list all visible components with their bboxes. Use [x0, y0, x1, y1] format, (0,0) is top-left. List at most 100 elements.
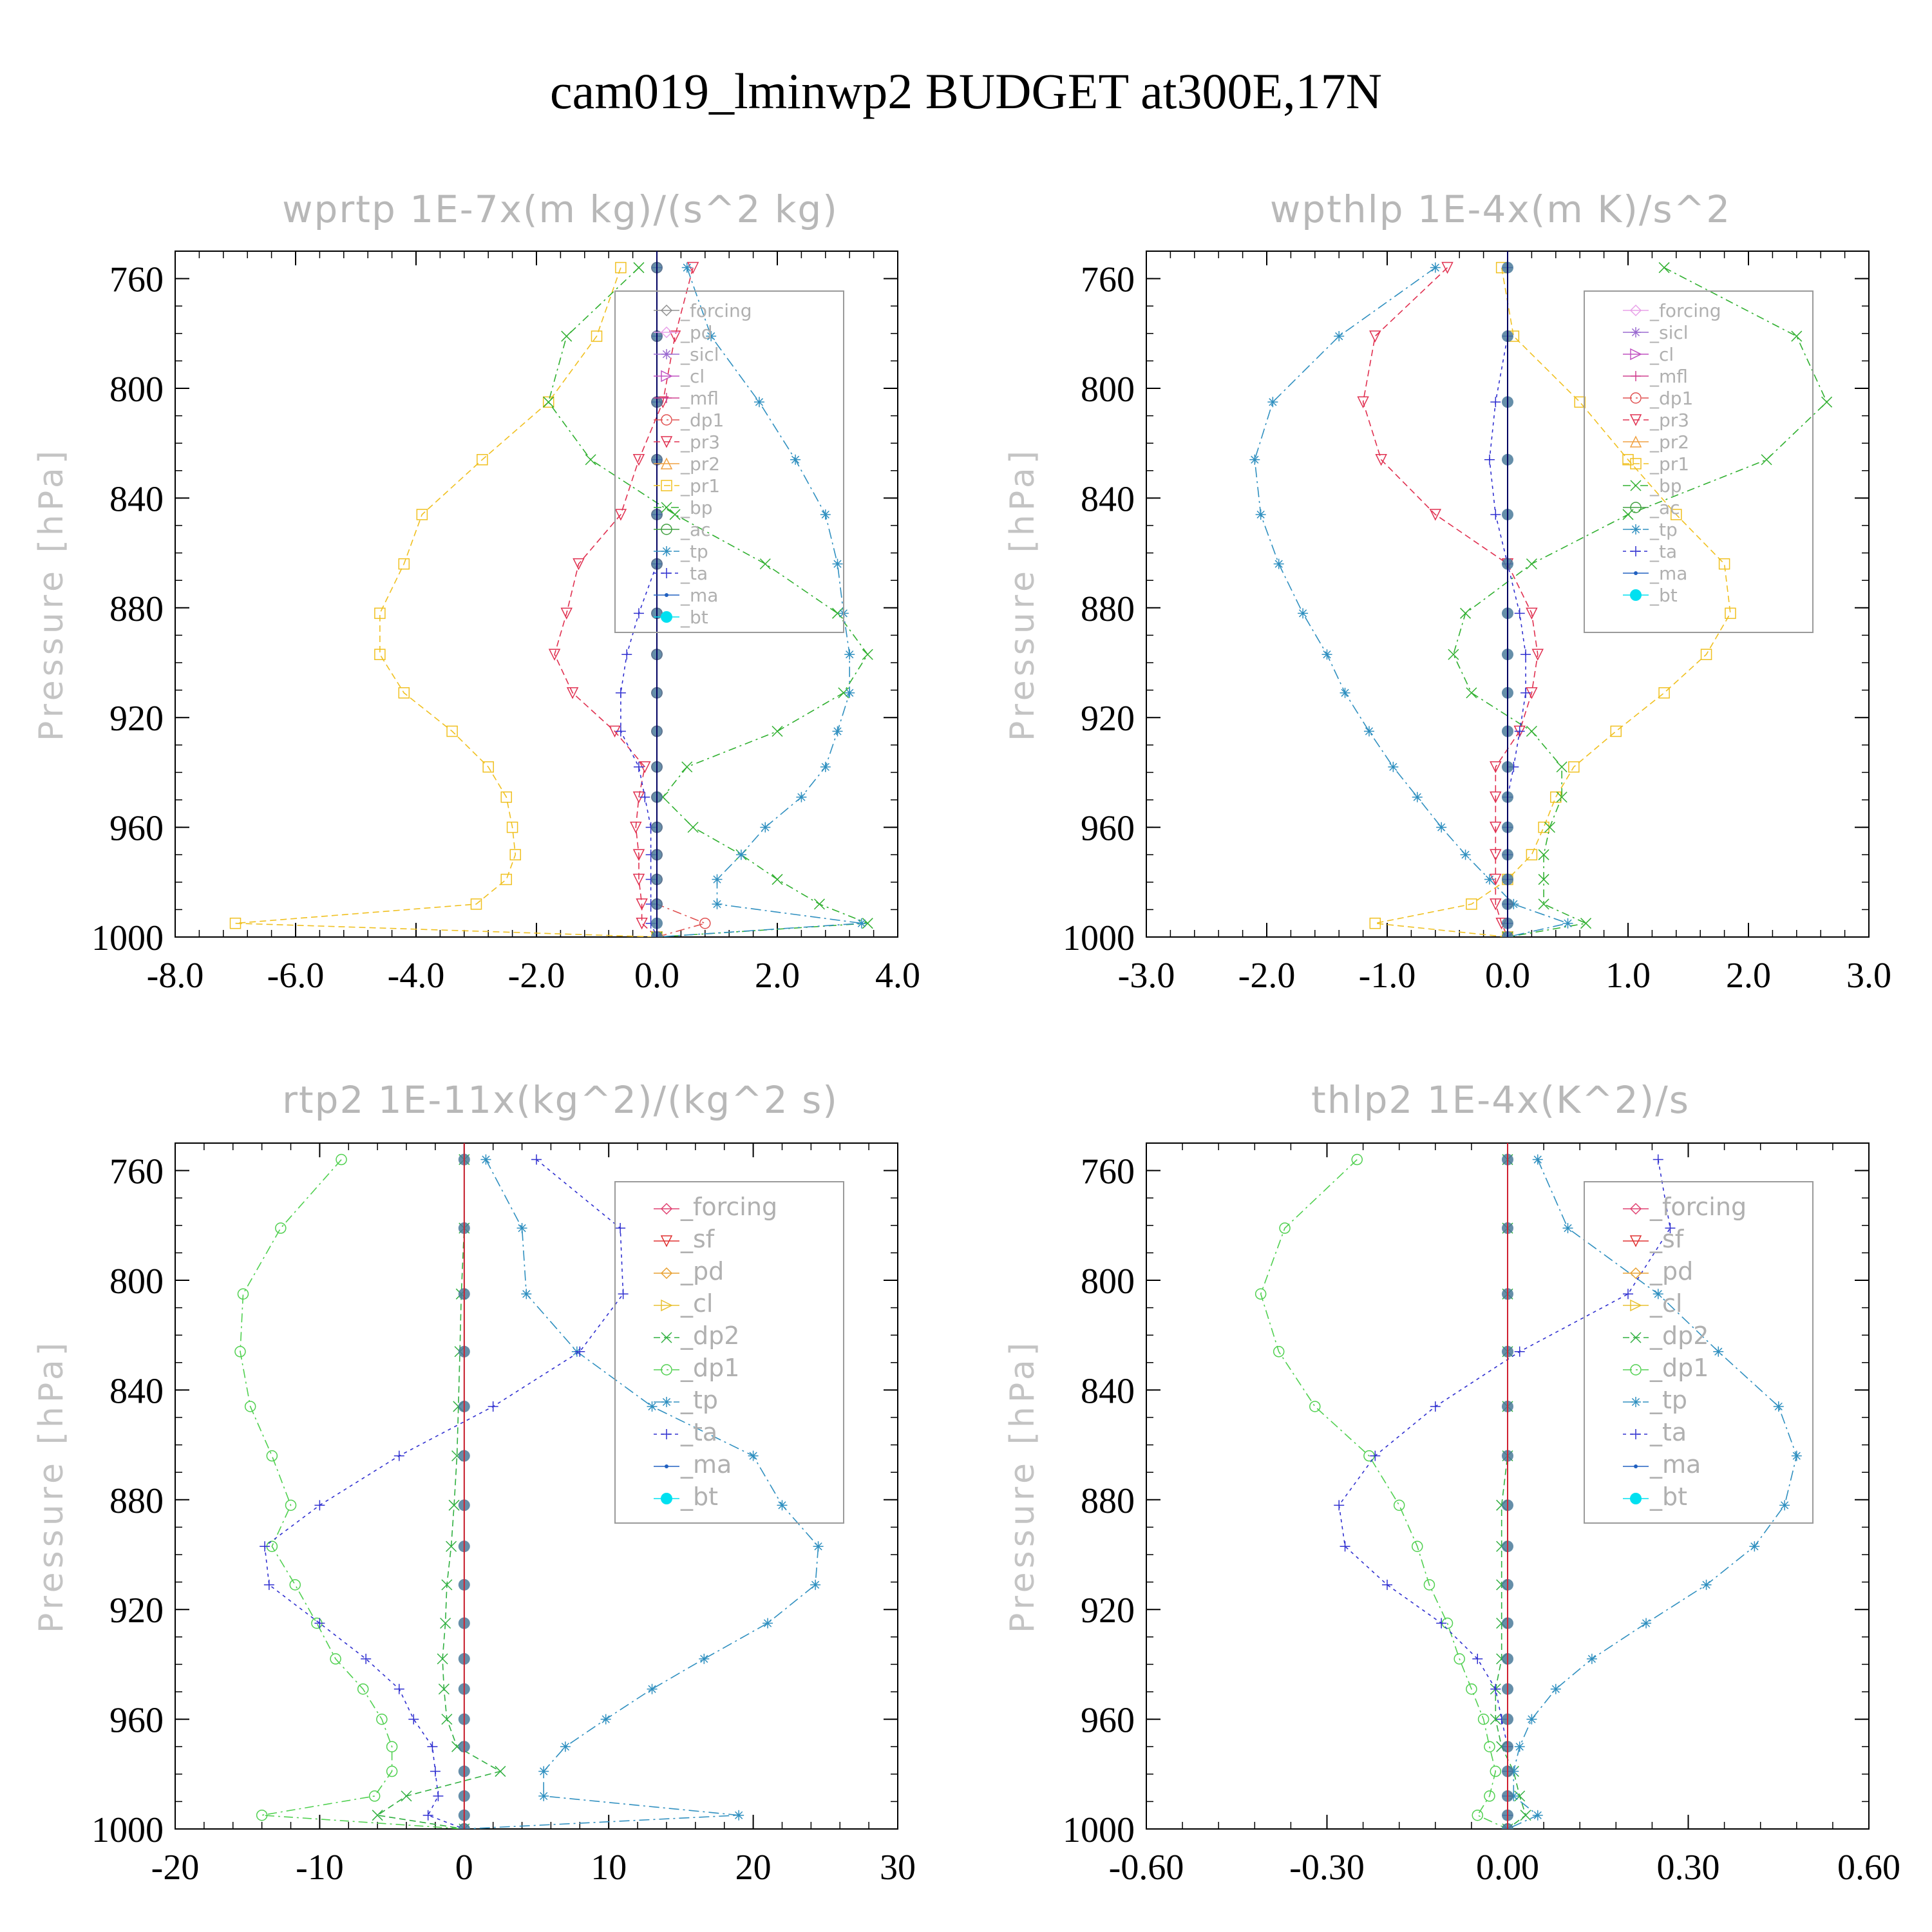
y-tick-label: 960	[109, 1701, 164, 1741]
data-point	[488, 1401, 498, 1412]
legend-label: _pr3	[1649, 410, 1689, 431]
series-line-dp2	[376, 1159, 502, 1829]
legend-label: _bp	[1649, 475, 1682, 497]
legend-marker	[661, 524, 672, 535]
data-point	[1460, 607, 1472, 619]
legend-label: _cl	[1649, 1289, 1682, 1318]
legend-marker	[661, 502, 672, 513]
data-point	[1255, 1288, 1267, 1300]
legend-marker	[660, 304, 673, 317]
x-tick-label: 4.0	[875, 956, 920, 996]
data-point	[1273, 1346, 1285, 1358]
data-point	[1273, 558, 1284, 569]
x-tick-label: 0.60	[1837, 1848, 1900, 1888]
data-point	[1641, 1618, 1652, 1629]
legend-entry: _sicl	[1623, 322, 1689, 343]
legend-marker	[1630, 502, 1642, 513]
legend-entry: _ta	[654, 1418, 717, 1446]
legend-marker	[660, 326, 673, 339]
legend-entry: _tp	[654, 541, 708, 562]
legend-marker	[661, 1299, 673, 1312]
data-point	[772, 874, 783, 886]
data-point	[753, 397, 764, 408]
legend-marker	[1630, 348, 1642, 361]
data-point	[633, 262, 645, 274]
legend-marker	[661, 1397, 672, 1407]
data-point	[832, 558, 843, 569]
legend-entry: _bp	[1623, 475, 1682, 497]
legend-box	[614, 290, 844, 633]
legend-marker	[661, 1493, 672, 1504]
legend-marker	[1630, 1364, 1642, 1376]
legend-marker	[660, 457, 673, 469]
data-point	[408, 1714, 419, 1725]
legend-entry: _dp1	[1623, 1354, 1709, 1382]
legend-label: _ta	[680, 1418, 717, 1446]
legend-entry: _pr1	[1623, 453, 1689, 475]
data-point	[398, 558, 410, 570]
y-tick-label: 920	[109, 699, 164, 739]
data-point	[393, 1683, 404, 1694]
data-point	[681, 262, 692, 273]
legend-entry: _dp2	[1623, 1321, 1709, 1350]
legend-entry: _ma	[654, 1450, 732, 1479]
data-point	[376, 1713, 388, 1725]
data-point	[632, 849, 645, 861]
y-tick-label: 760	[109, 1152, 164, 1192]
legend-label: _sf	[1649, 1225, 1685, 1253]
legend-marker	[661, 393, 672, 403]
legend-marker	[1631, 327, 1641, 337]
x-tick-label: -20	[151, 1848, 200, 1888]
data-point	[647, 1683, 658, 1694]
legend-entry: _tp	[1623, 519, 1678, 540]
data-point	[1382, 1579, 1392, 1590]
x-tick-label: 0.30	[1657, 1848, 1720, 1888]
x-tick-label: 1.0	[1605, 956, 1651, 996]
legend-marker	[660, 1202, 673, 1215]
legend-marker	[660, 1267, 673, 1280]
legend-label: _pr1	[1649, 453, 1689, 475]
x-tick-label: 0	[455, 1848, 473, 1888]
data-point	[585, 454, 596, 466]
data-point	[1484, 1741, 1495, 1752]
data-point	[1508, 898, 1519, 909]
data-point	[393, 1450, 404, 1461]
legend-box	[614, 1181, 844, 1524]
y-axis-label: Pressure [hPa]	[32, 1339, 71, 1633]
data-point	[1514, 608, 1525, 619]
x-tick-label: 0.0	[1485, 956, 1530, 996]
series-line-dp2	[1495, 1159, 1527, 1829]
data-point	[735, 849, 746, 860]
legend-label: _tp	[680, 541, 708, 562]
data-point	[1412, 1540, 1423, 1552]
legend-marker	[1634, 1464, 1638, 1468]
data-point	[1309, 1401, 1321, 1412]
legend-entry: _forcing	[1623, 1193, 1747, 1221]
legend-entry: _mfl	[654, 388, 719, 409]
legend-entry: _pr3	[654, 431, 720, 453]
y-tick-label: 760	[1081, 1152, 1135, 1192]
data-point	[289, 1579, 301, 1591]
data-point	[1370, 1450, 1381, 1461]
data-point	[760, 822, 771, 833]
data-point	[470, 898, 482, 910]
data-point	[796, 791, 807, 802]
data-point	[566, 687, 579, 699]
legend-entry: _sicl	[654, 344, 719, 365]
legend-entry: _forcing	[654, 1193, 777, 1221]
data-point	[862, 649, 873, 660]
data-point	[1538, 849, 1549, 860]
data-point	[615, 726, 626, 737]
data-point	[1749, 1541, 1760, 1552]
y-tick-label: 960	[1081, 1701, 1135, 1741]
legend-label: _pr2	[1649, 431, 1689, 453]
legend-label: _pd	[680, 322, 713, 343]
data-point	[1568, 761, 1580, 773]
data-point	[1508, 1766, 1519, 1777]
legend-label: _ma	[680, 585, 718, 606]
data-point	[734, 1810, 744, 1821]
series-line-tp	[1254, 267, 1570, 937]
legend-marker	[1630, 589, 1642, 601]
legend-label: _pr2	[680, 453, 720, 475]
